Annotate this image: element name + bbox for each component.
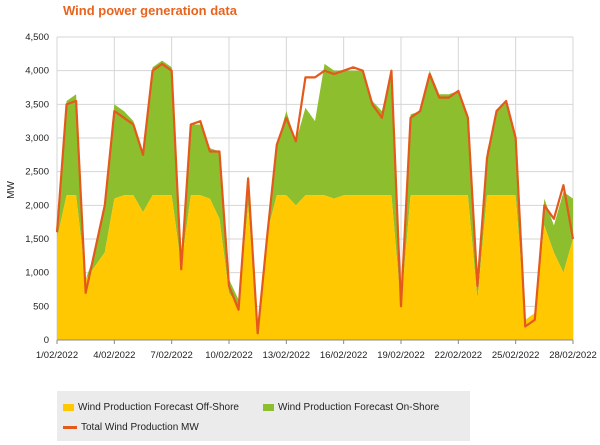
legend-label-onshore: Wind Production Forecast On-Shore bbox=[278, 402, 440, 413]
y-tick-label: 500 bbox=[33, 301, 49, 312]
y-tick-label: 0 bbox=[44, 335, 49, 346]
y-tick-label: 4,500 bbox=[25, 32, 49, 43]
legend-swatch-total bbox=[63, 426, 77, 429]
legend-swatch-onshore bbox=[263, 404, 274, 411]
y-tick-label: 2,500 bbox=[25, 167, 49, 178]
axes: 0 500 1,000 1,500 2,000 2,500 3,000 3,500 4,000 4… bbox=[25, 32, 597, 361]
x-tick-label: 19/02/2022 bbox=[377, 350, 425, 361]
legend-item-onshore: Wind Production Forecast On-Shore bbox=[263, 402, 439, 413]
legend-item-total: Total Wind Production MW bbox=[63, 422, 199, 433]
y-tick-label: 2,000 bbox=[25, 200, 49, 211]
y-tick-label: 1,000 bbox=[25, 268, 49, 279]
offshore-area bbox=[57, 195, 573, 340]
y-tick-label: 3,500 bbox=[25, 99, 49, 110]
chart-title: Wind power generation data bbox=[63, 3, 237, 18]
y-tick-label: 3,000 bbox=[25, 133, 49, 144]
legend-item-offshore: Wind Production Forecast Off-Shore bbox=[63, 402, 239, 413]
y-tick-label: 1,500 bbox=[25, 234, 49, 245]
legend: Wind Production Forecast Off-Shore Wind … bbox=[57, 391, 470, 441]
total-production-line bbox=[55, 62, 575, 335]
x-tick-label: 13/02/2022 bbox=[263, 350, 311, 361]
x-tick-label: 7/02/2022 bbox=[151, 350, 193, 361]
x-tick-label: 22/02/2022 bbox=[435, 350, 483, 361]
x-tick-label: 10/02/2022 bbox=[205, 350, 253, 361]
wind-power-chart: 0 500 1,000 1,500 2,000 2,500 3,000 3,500 4,000 4… bbox=[6, 32, 597, 361]
legend-label-total: Total Wind Production MW bbox=[81, 422, 199, 433]
legend-swatch-offshore bbox=[63, 404, 74, 411]
onshore-area bbox=[57, 60, 573, 334]
x-tick-label: 4/02/2022 bbox=[93, 350, 135, 361]
area-layers bbox=[57, 60, 573, 340]
x-tick-label: 16/02/2022 bbox=[320, 350, 368, 361]
y-axis-label: MW bbox=[6, 181, 17, 199]
x-tick-label: 25/02/2022 bbox=[492, 350, 540, 361]
line-layers bbox=[55, 62, 575, 335]
x-tick-label: 1/02/2022 bbox=[36, 350, 78, 361]
x-tick-label: 28/02/2022 bbox=[549, 350, 597, 361]
legend-label-offshore: Wind Production Forecast Off-Shore bbox=[78, 402, 239, 413]
y-tick-label: 4,000 bbox=[25, 66, 49, 77]
